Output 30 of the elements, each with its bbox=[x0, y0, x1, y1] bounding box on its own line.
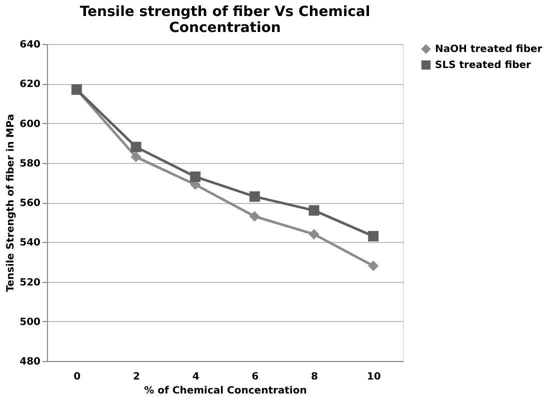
point bbox=[130, 152, 142, 162]
point bbox=[308, 228, 320, 240]
y-tick-label: 480 bbox=[20, 356, 41, 368]
y-axis-title: Tensile Strength of fiber in MPa bbox=[6, 114, 17, 292]
x-tick-label: 6 bbox=[252, 372, 259, 382]
x-tick-label: 4 bbox=[192, 372, 200, 382]
y-tick-label: 560 bbox=[20, 198, 41, 209]
y-tick-label: 500 bbox=[20, 316, 41, 328]
legend-label: SLS treated fiber bbox=[435, 60, 532, 71]
legend-label: NaOH treated fiber bbox=[435, 44, 542, 55]
x-axis-title: % of Chemical Concentration bbox=[144, 386, 307, 396]
x-tick-label: 0 bbox=[74, 372, 81, 382]
point bbox=[368, 260, 379, 272]
x-tick-label: 2 bbox=[133, 372, 140, 382]
y-tick-label: 520 bbox=[20, 277, 41, 288]
x-tick-label: 10 bbox=[366, 372, 381, 382]
point bbox=[249, 191, 260, 202]
y-tick-label: 540 bbox=[20, 238, 41, 249]
point bbox=[368, 230, 379, 242]
x-tick-label: 8 bbox=[311, 372, 318, 382]
point bbox=[130, 142, 142, 152]
y-tick-label: 620 bbox=[20, 79, 41, 90]
y-tick-label: 640 bbox=[20, 40, 41, 50]
y-tick-label: 600 bbox=[20, 118, 41, 130]
point bbox=[308, 205, 320, 216]
point bbox=[249, 211, 260, 222]
text: Concentration bbox=[169, 20, 281, 36]
text: Tensile strength of fiber Vs Chemical bbox=[80, 4, 370, 20]
point bbox=[190, 172, 201, 182]
y-tick-label: 580 bbox=[20, 158, 41, 170]
